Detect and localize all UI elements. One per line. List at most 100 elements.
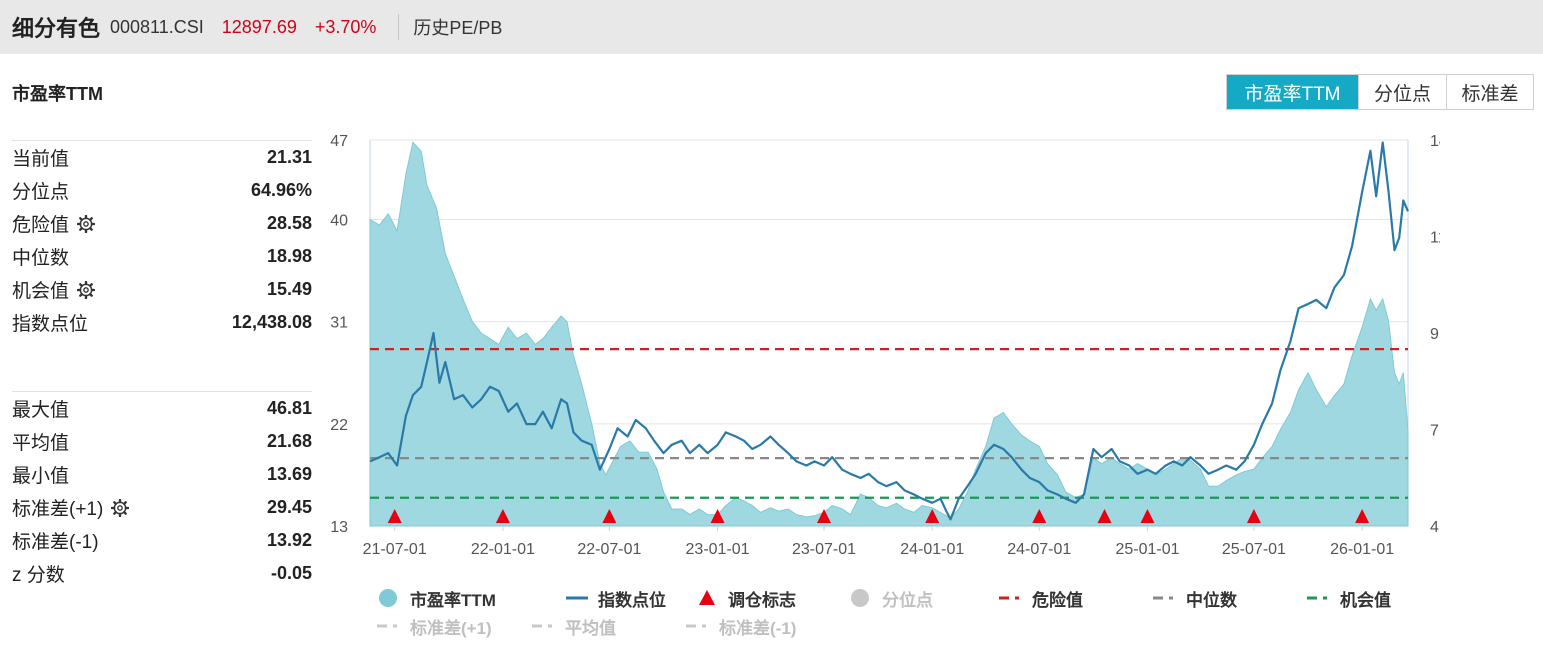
y-left-tick-label: 40 [330,212,348,229]
history-stat-label-text: z 分数 [12,565,65,586]
current-stat-label: 中位数 [12,243,69,270]
index-change: +3.70% [314,16,377,37]
tab-std-dev[interactable]: 标准差 [1446,75,1533,109]
legend-marker-icon [1153,596,1173,600]
rebalance-marker[interactable] [1097,509,1112,523]
index-name: 细分有色 [12,16,101,41]
x-tick-label: 25-07-01 [1222,541,1286,558]
rebalance-marker[interactable] [1246,509,1261,523]
legend-label: 指数点位 [598,590,666,610]
rebalance-marker[interactable] [1355,509,1370,523]
y-right-tick-label: 11,830 [1430,230,1440,247]
chart-legend: 市盈率TTM 指数点位 调仓标志 分位点 危险值 中位数 机会值 标准差(+1) 平均值 标准差… [376,584,1416,640]
current-stat-value: 18.98 [266,246,312,266]
history-stat-label-text: 最小值 [12,466,70,487]
rebalance-marker[interactable] [1032,509,1047,523]
current-stat-value: 64.96% [250,180,312,200]
current-stat-label-text: 当前值 [12,149,70,170]
history-stat-label: 最大值 [12,395,69,422]
history-stat-row: z 分数 -0.05 [12,557,312,590]
legend-item[interactable]: 分位点 [848,586,933,611]
legend-item[interactable]: 调仓标志 [694,586,796,611]
history-stat-row: 最小值 13.69 [12,458,312,491]
gear-icon[interactable] [77,280,96,299]
history-stat-value: 29.45 [266,497,312,517]
history-stat-row: 标准差(+1) 29.45 [12,491,312,524]
legend-label: 危险值 [1032,590,1083,610]
rebalance-marker[interactable] [495,509,510,523]
history-stat-row: 标准差(-1) 13.92 [12,524,312,557]
gear-icon[interactable] [111,498,130,517]
header-bar: 细分有色 000811.CSI 12897.69 +3.70% 历史PE/PB [0,0,1543,54]
history-stat-row: 平均值 21.68 [12,425,312,458]
history-stat-value: 13.92 [266,530,312,550]
legend-marker-icon [686,624,706,628]
legend-marker-icon [379,589,397,607]
x-tick-label: 24-01-01 [900,541,964,558]
legend-marker-icon [532,624,552,628]
history-stat-label: 标准差(+1) [12,494,130,521]
legend-item[interactable]: 指数点位 [564,586,666,611]
legend-marker-icon [999,596,1019,600]
legend-item[interactable]: 危险值 [998,586,1083,611]
x-tick-label: 26-01-01 [1330,541,1394,558]
y-left-tick-label: 22 [330,417,348,434]
tab-pe-ttm[interactable]: 市盈率TTM [1227,75,1358,109]
x-tick-label: 23-07-01 [792,541,856,558]
x-tick-label: 23-01-01 [686,541,750,558]
y-left-tick-label: 31 [330,315,348,332]
current-stat-row: 机会值 15.49 [12,273,312,306]
current-stat-label: 机会值 [12,276,96,303]
legend-item[interactable]: 平均值 [531,614,616,639]
legend-marker-icon [1307,596,1327,600]
rebalance-marker[interactable] [1140,509,1155,523]
legend-marker-icon [699,590,715,605]
history-stats-panel: 最大值 46.81 平均值 21.68 最小值 13.69 标准差(+1) 29.45 标准差… [12,391,312,590]
legend-marker-icon [566,596,588,600]
current-stat-row: 分位点 64.96% [12,174,312,207]
header-subtitle[interactable]: 历史PE/PB [413,18,503,38]
current-stats-panel: 当前值 21.31 分位点 64.96% 危险值 28.58 中位数 18.98 机会值 15… [12,140,312,339]
current-stat-value: 28.58 [266,213,312,233]
current-stat-label: 分位点 [12,177,69,204]
history-stat-label-text: 标准差(+1) [12,499,104,520]
history-stat-value: 13.69 [266,464,312,484]
legend-marker-icon [851,589,869,607]
rebalance-marker[interactable] [925,509,940,523]
gear-icon[interactable] [77,214,96,233]
legend-label: 分位点 [882,590,933,610]
index-code: 000811.CSI [110,16,204,37]
section-title: 市盈率TTM [12,84,103,104]
metric-tabs: 市盈率TTM 分位点 标准差 [1226,74,1534,110]
rebalance-marker[interactable] [602,509,617,523]
legend-item[interactable]: 机会值 [1306,586,1391,611]
current-stat-row: 指数点位 12,438.08 [12,306,312,339]
x-tick-label: 24-07-01 [1007,541,1071,558]
y-left-tick-label: 13 [330,519,348,536]
tab-percentile[interactable]: 分位点 [1358,75,1446,109]
current-stat-label: 危险值 [12,210,96,237]
rebalance-marker[interactable] [817,509,832,523]
current-stat-row: 危险值 28.58 [12,207,312,240]
history-stat-value: 21.68 [266,431,312,451]
legend-item[interactable]: 标准差(+1) [376,614,492,639]
current-stat-label-text: 机会值 [12,281,70,302]
legend-item[interactable]: 中位数 [1152,586,1237,611]
rebalance-marker[interactable] [710,509,725,523]
history-stat-row: 最大值 46.81 [12,392,312,425]
legend-label: 中位数 [1186,590,1237,610]
history-stat-label-text: 最大值 [12,400,70,421]
y-right-tick-label: 9,500 [1430,326,1440,343]
history-stat-label: 最小值 [12,461,69,488]
legend-item[interactable]: 标准差(-1) [685,614,796,639]
x-tick-label: 25-01-01 [1115,541,1179,558]
legend-item[interactable]: 市盈率TTM [376,586,496,611]
x-tick-label: 22-07-01 [577,541,641,558]
current-stat-row: 当前值 21.31 [12,141,312,174]
rebalance-marker[interactable] [387,509,402,523]
current-stat-label: 指数点位 [12,309,88,336]
legend-marker-icon [377,624,397,628]
y-right-tick-label: 14,160 [1430,133,1440,150]
history-stat-label: z 分数 [12,560,65,587]
history-stat-label-text: 平均值 [12,433,70,454]
